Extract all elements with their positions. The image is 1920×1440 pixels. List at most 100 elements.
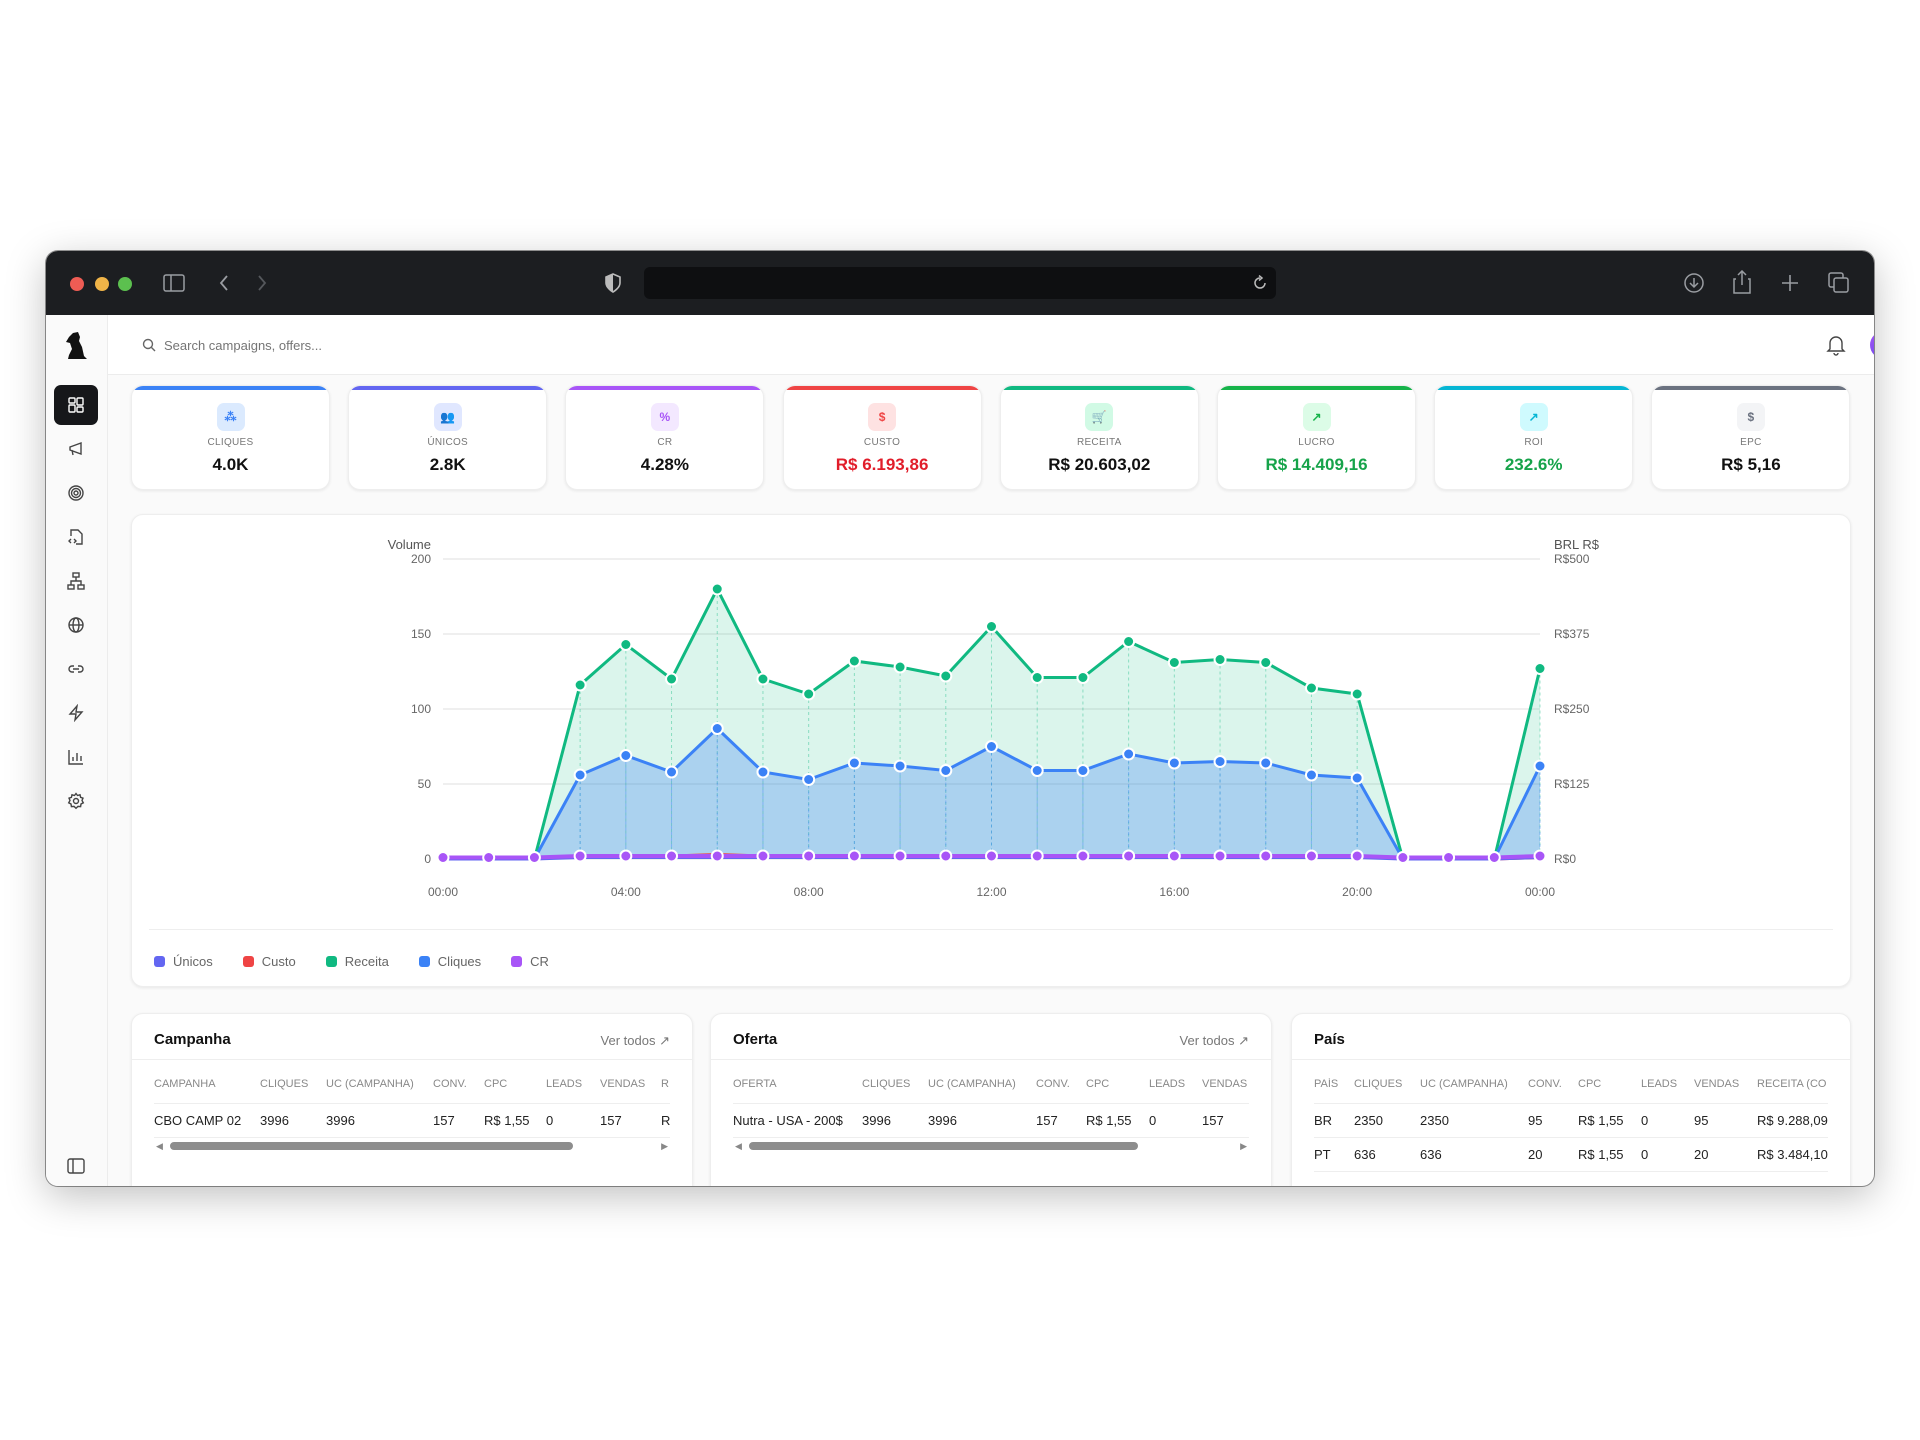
point-cr [573, 849, 587, 863]
area-cliques [443, 728, 1540, 859]
scroll-right-arrow-icon[interactable]: ▶ [1240, 1141, 1247, 1151]
table-cell: 3996 [326, 1113, 355, 1128]
scrollbar-thumb[interactable] [749, 1142, 1138, 1150]
point-receita [1030, 671, 1044, 684]
kpi-value: R$ 6.193,86 [835, 455, 929, 474]
column-header[interactable]: VENDAS [1694, 1078, 1740, 1090]
point-cr [1213, 849, 1227, 863]
table-cell: 0 [1641, 1147, 1649, 1162]
column-header[interactable]: CLIQUES [260, 1078, 309, 1090]
new-tab-plus-icon[interactable] [1778, 271, 1802, 295]
sidebar-item-campaigns[interactable] [54, 429, 98, 469]
table-row[interactable]: Nutra - USA - 200$ 3996 3996 157 R$ 1,55 0 157 [733, 1104, 1249, 1138]
column-header[interactable]: VENDAS [600, 1078, 646, 1090]
column-header[interactable]: UC (CAMPANHA) [928, 1078, 1016, 1090]
kpi-card-receita: 🛒 RECEITA R$ 20.603,02 [999, 385, 1199, 490]
table-row[interactable]: BR 2350 2350 95 R$ 1,55 0 95 R$ 9.288,09 [1314, 1104, 1828, 1138]
sidebar-toggle-icon[interactable] [162, 271, 186, 295]
point-cliques [1304, 768, 1318, 782]
scroll-left-arrow-icon[interactable]: ◀ [735, 1141, 742, 1151]
column-header[interactable]: LEADS [1149, 1078, 1186, 1090]
point-cr [1167, 849, 1181, 863]
legend-item[interactable]: Únicos [154, 954, 213, 969]
column-header[interactable]: VENDAS [1202, 1078, 1248, 1090]
legend-swatch [154, 956, 165, 967]
maximize-window-button[interactable] [118, 277, 132, 291]
horizontal-scrollbar[interactable]: ◀ ▶ [154, 1138, 670, 1154]
column-header[interactable]: LEADS [1641, 1078, 1678, 1090]
column-header[interactable]: CPC [484, 1078, 508, 1090]
download-icon[interactable] [1682, 271, 1706, 295]
kpi-card-epc: $ EPC R$ 5,16 [1651, 385, 1851, 490]
sidebar-item-dashboard[interactable] [54, 385, 98, 425]
column-header[interactable]: CPC [1086, 1078, 1110, 1090]
reload-icon[interactable] [1250, 273, 1270, 293]
table-cell: 20 [1694, 1147, 1709, 1162]
column-header[interactable]: LEADS [546, 1078, 583, 1090]
y-tick-label: 50 [418, 777, 432, 791]
users-icon: 👥 [433, 403, 462, 431]
column-header[interactable]: UC (CAMPANHA) [1420, 1078, 1508, 1090]
share-icon[interactable] [1730, 269, 1754, 295]
scroll-left-arrow-icon[interactable]: ◀ [156, 1141, 163, 1151]
sidebar-item-network[interactable] [54, 561, 98, 601]
tabs-overview-icon[interactable] [1827, 271, 1851, 295]
kpi-value: R$ 14.409,16 [1265, 455, 1368, 474]
table-row[interactable]: PT 636 636 20 R$ 1,55 0 20 R$ 3.484,10 [1314, 1138, 1828, 1172]
close-window-button[interactable] [70, 277, 84, 291]
data-table: PAÍS CLIQUES UC (CAMPANHA) CONV. CPC LEADS VEN… [1314, 1078, 1828, 1172]
scroll-right-arrow-icon[interactable]: ▶ [661, 1141, 668, 1151]
point-cr [1122, 849, 1136, 863]
point-receita [1533, 662, 1547, 675]
sidebar-item-reports[interactable] [54, 737, 98, 777]
view-all-link[interactable]: Ver todos ↗ [600, 1033, 670, 1048]
kpi-card-únicos: 👥 ÚNICOS 2.8K [348, 385, 548, 490]
legend-item[interactable]: Custo [242, 954, 296, 969]
column-header[interactable]: RECEITA (CO [1757, 1078, 1827, 1090]
point-cr [847, 849, 861, 863]
column-header[interactable]: CONV. [433, 1078, 467, 1090]
minimize-window-button[interactable] [95, 277, 109, 291]
column-header[interactable]: R [661, 1078, 669, 1090]
sidebar-item-offers-code[interactable] [54, 517, 98, 557]
search-input[interactable] [164, 333, 664, 357]
sidebar-item-target[interactable] [54, 473, 98, 513]
offers-code-icon [68, 529, 83, 545]
shield-icon[interactable] [602, 271, 624, 295]
table-row[interactable]: CBO CAMP 02 3996 3996 157 R$ 1,55 0 157 R [154, 1104, 670, 1138]
column-header[interactable]: PAÍS [1314, 1078, 1339, 1090]
user-avatar[interactable] [1870, 331, 1874, 359]
kpi-accent-bar [1435, 386, 1633, 390]
scrollbar-thumb[interactable] [170, 1142, 574, 1150]
bell-icon[interactable] [1826, 334, 1846, 361]
table-cell: PT [1314, 1147, 1331, 1162]
sidebar-item-globe[interactable] [54, 605, 98, 645]
collapse-sidebar-button[interactable] [54, 1146, 98, 1186]
column-header[interactable]: CAMPANHA [154, 1078, 216, 1090]
sidebar-item-link[interactable] [54, 649, 98, 689]
column-header[interactable]: CPC [1578, 1078, 1602, 1090]
chevron-left-icon[interactable] [214, 271, 234, 295]
address-bar[interactable] [644, 267, 1276, 299]
column-header[interactable]: CONV. [1036, 1078, 1070, 1090]
table-header-row: PAÍS CLIQUES UC (CAMPANHA) CONV. CPC LEADS VEN… [1314, 1078, 1828, 1104]
chevron-right-icon[interactable] [252, 271, 272, 295]
view-all-link[interactable]: Ver todos ↗ [1179, 1033, 1249, 1048]
column-header[interactable]: OFERTA [733, 1078, 777, 1090]
legend-item[interactable]: Cliques [418, 954, 481, 969]
horizontal-scrollbar[interactable]: ◀ ▶ [733, 1138, 1249, 1154]
column-header[interactable]: CLIQUES [862, 1078, 911, 1090]
y2-axis-title: BRL R$ [1554, 537, 1600, 552]
sidebar-item-settings[interactable] [54, 781, 98, 821]
kpi-label: EPC [1740, 437, 1762, 448]
sidebar-item-lightning[interactable] [54, 693, 98, 733]
legend-item[interactable]: CR [511, 954, 549, 969]
y-axis-title: Volume [388, 537, 431, 552]
column-header[interactable]: CLIQUES [1354, 1078, 1403, 1090]
column-header[interactable]: CONV. [1528, 1078, 1562, 1090]
column-header[interactable]: UC (CAMPANHA) [326, 1078, 414, 1090]
point-cr [482, 851, 496, 864]
table-cell: 3996 [862, 1113, 891, 1128]
reports-icon [68, 750, 83, 765]
legend-item[interactable]: Receita [325, 954, 389, 969]
